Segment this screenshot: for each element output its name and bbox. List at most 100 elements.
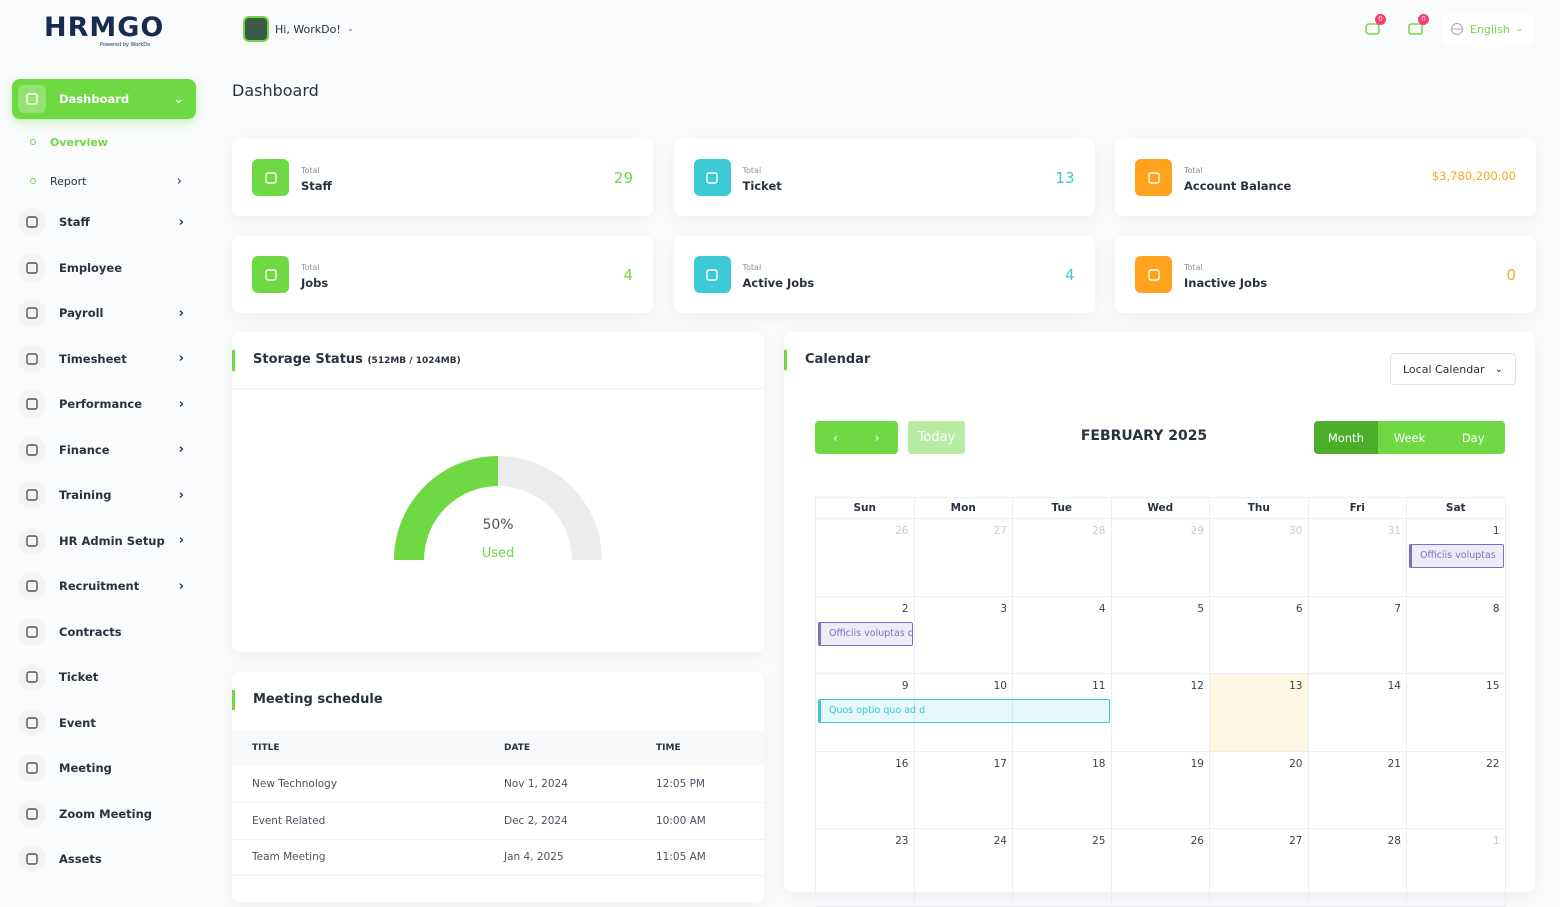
view-button[interactable]: Month	[1314, 421, 1378, 454]
stat-card: Total Account Balance $3,780,200.00	[1115, 139, 1536, 216]
icon-shape	[26, 534, 38, 547]
icon	[26, 716, 38, 729]
stat-icon	[693, 256, 731, 293]
today-button[interactable]: Today	[908, 421, 965, 454]
dropdown-caret: ⌄	[1515, 24, 1524, 34]
sidebar-item[interactable]: Contracts	[12, 612, 196, 652]
day-cell: 26	[1111, 829, 1210, 907]
column-header: TIME	[656, 743, 681, 753]
table-cell: Nov 1, 2024	[504, 778, 568, 790]
day-cell: 6	[1210, 596, 1309, 675]
day-cell: 17	[914, 751, 1013, 830]
sidebar-icon	[18, 845, 46, 873]
stat-card: Total Staff 29	[232, 139, 653, 216]
icon	[26, 534, 38, 547]
stat-value: 4	[623, 266, 633, 284]
view-button[interactable]: Day	[1441, 421, 1505, 454]
sidebar-label: Payroll	[59, 306, 104, 320]
icon	[26, 807, 38, 820]
greeting: Hi, WorkDo!	[275, 22, 341, 36]
day-cell: 3	[914, 596, 1013, 675]
calendar-source-select[interactable]: Local Calendar ⌄	[1390, 353, 1516, 385]
day-cell: 31	[1308, 519, 1407, 597]
table-cell: 11:05 AM	[656, 851, 706, 864]
icon-shape	[706, 171, 718, 184]
language-selector[interactable]: English ⌄	[1442, 14, 1534, 44]
column-header: DATE	[504, 743, 531, 753]
calendar-event[interactable]: Officiis voluptas	[1409, 544, 1504, 568]
sidebar-item[interactable]: Event	[12, 703, 196, 743]
messages-button[interactable]: 0	[1362, 14, 1386, 40]
sidebar-label: Ticket	[59, 670, 99, 684]
submenu-item[interactable]: Overview	[30, 134, 190, 150]
storage-status: Used	[481, 546, 515, 561]
icon-shape	[264, 268, 277, 281]
sidebar-item[interactable]: Payroll ›	[12, 293, 196, 333]
stat-card: Total Ticket 13	[673, 139, 1095, 216]
logo[interactable]: HRMGO	[44, 12, 165, 43]
chevron: ›	[178, 351, 184, 366]
day-cell: 15	[1407, 674, 1506, 752]
user-menu[interactable]: Hi, WorkDo! ⌄	[243, 15, 354, 43]
stat-icon	[1135, 256, 1172, 293]
icon-shape	[26, 716, 38, 729]
stat-value: 29	[613, 169, 633, 187]
sidebar-item[interactable]: Zoom Meeting	[12, 794, 196, 834]
stat-caption: Total	[301, 263, 320, 272]
sidebar-item[interactable]: Staff ›	[12, 202, 196, 242]
stat-value: $3,780,200.00	[1431, 169, 1516, 183]
stat-icon	[693, 159, 731, 196]
day-cell: 28	[1013, 519, 1112, 597]
icon	[26, 261, 38, 274]
day-cell: 1	[1407, 829, 1506, 907]
sidebar-item[interactable]: Ticket	[12, 657, 196, 697]
chevron: ›	[178, 442, 184, 457]
icon	[706, 171, 718, 184]
icon	[26, 93, 38, 105]
stat-icon	[252, 256, 289, 293]
table-cell: 12:05 PM	[656, 778, 705, 790]
submenu-item[interactable]: Report ›	[30, 173, 190, 189]
sidebar-label: Timesheet	[59, 351, 127, 366]
sidebar-label: Dashboard	[59, 92, 130, 106]
icon-shape	[26, 489, 38, 501]
day-cell: 30	[1210, 519, 1309, 597]
gauge-fill	[394, 456, 498, 560]
sidebar-icon	[18, 253, 46, 282]
icon	[26, 443, 38, 456]
storage-title-wrap: Storage Status (512MB / 1024MB)	[232, 350, 461, 371]
day-cell: 23	[816, 829, 915, 907]
sidebar-item[interactable]: Finance ›	[12, 430, 196, 470]
sidebar-item[interactable]: Assets	[12, 839, 196, 879]
chevron: ›	[178, 487, 184, 503]
table-header-row: TITLE DATE TIME	[232, 730, 764, 766]
table-cell: Team Meeting	[252, 851, 326, 864]
calendar-event[interactable]: Quos optio quo ad d	[818, 699, 1110, 724]
icon	[264, 171, 277, 184]
icon	[26, 580, 38, 592]
notifications-button[interactable]: 0	[1405, 14, 1429, 40]
sidebar-item[interactable]: Recruitment ›	[12, 566, 196, 606]
icon-shape	[26, 216, 38, 228]
stat-value: 4	[1064, 266, 1075, 284]
sidebar-item[interactable]: Timesheet ›	[12, 339, 196, 379]
calendar-event[interactable]: Officiis voluptas c	[818, 621, 913, 646]
next-button[interactable]: ›	[856, 421, 898, 454]
sidebar-item[interactable]: HR Admin Setup ›	[12, 521, 196, 561]
sidebar-item[interactable]: Training ›	[12, 475, 196, 515]
stat-caption: Total	[301, 166, 320, 175]
sidebar-item[interactable]: Employee	[12, 248, 196, 288]
calendar-grid: Sun Mon Tue Wed Thu Fri Sat 26 27 28 29 30 31 1 2 3 4 5 6 7…	[815, 497, 1506, 907]
sidebar-item[interactable]: Performance ›	[12, 384, 196, 424]
sidebar-label: Zoom Meeting	[59, 806, 153, 821]
view-button[interactable]: Week	[1377, 421, 1442, 454]
icon	[26, 762, 38, 774]
sidebar-item[interactable]: Meeting	[12, 748, 196, 788]
prev-button[interactable]: ‹	[815, 421, 856, 454]
day-cell: 29	[1111, 519, 1210, 597]
table-cell: Dec 2, 2024	[504, 814, 568, 827]
sidebar-item[interactable]: Dashboard ⌄	[12, 79, 196, 119]
stat-label: Staff	[301, 179, 332, 193]
chevron: ›	[178, 305, 184, 321]
stat-value: 0	[1506, 266, 1516, 284]
